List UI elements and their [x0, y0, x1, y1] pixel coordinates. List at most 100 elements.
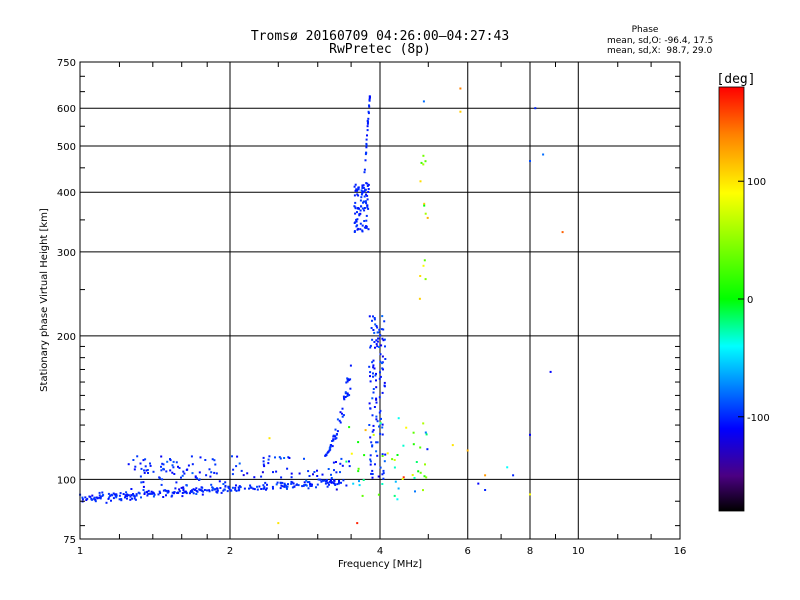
data-point — [169, 458, 171, 460]
data-point — [107, 492, 110, 495]
data-point — [396, 498, 399, 501]
data-point — [192, 488, 195, 491]
data-point — [133, 497, 136, 500]
data-point — [341, 415, 344, 418]
data-point — [262, 460, 265, 463]
data-point — [297, 484, 300, 487]
data-point — [345, 484, 348, 487]
data-point — [422, 422, 425, 425]
data-point — [181, 495, 184, 498]
data-point — [371, 414, 374, 417]
data-point — [423, 259, 426, 262]
data-point — [312, 473, 314, 476]
data-point — [418, 297, 421, 300]
data-point — [253, 488, 256, 491]
data-point — [283, 483, 286, 486]
data-point — [401, 478, 404, 480]
data-point — [356, 218, 359, 221]
data-point — [256, 485, 258, 488]
data-point — [349, 387, 352, 390]
data-point — [182, 489, 185, 492]
data-point — [372, 366, 375, 369]
data-point — [354, 221, 357, 224]
data-point — [271, 485, 274, 488]
data-point — [356, 188, 359, 191]
data-point — [210, 483, 213, 486]
data-point — [397, 417, 400, 420]
data-point — [423, 204, 426, 207]
data-point — [377, 493, 380, 496]
data-point — [369, 463, 372, 466]
data-point — [382, 339, 385, 342]
data-point — [280, 476, 283, 479]
data-point — [90, 498, 93, 501]
data-point — [341, 407, 344, 410]
data-point — [144, 458, 147, 461]
data-point — [363, 209, 366, 212]
data-point — [198, 478, 201, 481]
data-point — [118, 494, 121, 497]
data-point — [344, 391, 347, 394]
data-point — [375, 398, 378, 401]
data-point — [105, 501, 108, 504]
data-point — [369, 346, 372, 349]
data-point — [143, 471, 146, 474]
data-point — [369, 371, 372, 374]
data-point — [361, 207, 364, 210]
data-point — [360, 193, 363, 196]
data-point — [147, 489, 150, 492]
data-point — [375, 372, 377, 375]
data-point — [303, 481, 306, 484]
data-point — [353, 231, 356, 233]
data-point — [361, 229, 364, 232]
data-point — [315, 486, 317, 489]
data-point — [284, 484, 287, 487]
data-point — [374, 323, 377, 326]
data-point — [356, 193, 359, 196]
data-point — [160, 483, 163, 486]
data-point — [361, 185, 364, 188]
data-point — [529, 493, 531, 496]
data-point — [185, 484, 188, 487]
data-point — [263, 465, 266, 468]
data-point — [375, 386, 378, 389]
data-point — [292, 482, 295, 485]
data-point — [144, 465, 147, 468]
data-point — [151, 492, 153, 495]
data-point — [414, 490, 416, 493]
data-point — [231, 486, 234, 489]
data-point — [334, 428, 337, 431]
chart-subtitle: RwPretec (8p) — [329, 42, 431, 57]
data-point — [94, 499, 97, 501]
data-point — [219, 487, 222, 489]
data-point — [424, 212, 427, 215]
data-point — [162, 467, 165, 470]
data-point — [309, 485, 312, 487]
data-point — [110, 493, 113, 496]
data-point — [549, 370, 552, 373]
data-point — [365, 193, 367, 196]
data-point — [484, 474, 487, 477]
data-point — [174, 487, 177, 490]
data-point — [411, 474, 414, 476]
data-point — [417, 470, 420, 473]
data-point — [381, 362, 383, 365]
data-point — [419, 180, 422, 183]
data-point — [183, 491, 186, 494]
data-point — [364, 188, 367, 191]
data-point — [229, 489, 232, 492]
data-point — [171, 464, 174, 467]
data-point — [335, 437, 338, 440]
data-point — [276, 481, 279, 484]
data-point — [346, 377, 349, 380]
data-point — [339, 411, 342, 414]
data-point — [180, 476, 182, 479]
data-point — [305, 484, 308, 487]
data-point — [110, 499, 112, 502]
data-point — [98, 496, 101, 499]
data-point — [371, 473, 374, 475]
data-point — [132, 493, 134, 495]
data-point — [360, 196, 363, 199]
data-point — [325, 480, 328, 483]
data-point — [115, 494, 118, 497]
